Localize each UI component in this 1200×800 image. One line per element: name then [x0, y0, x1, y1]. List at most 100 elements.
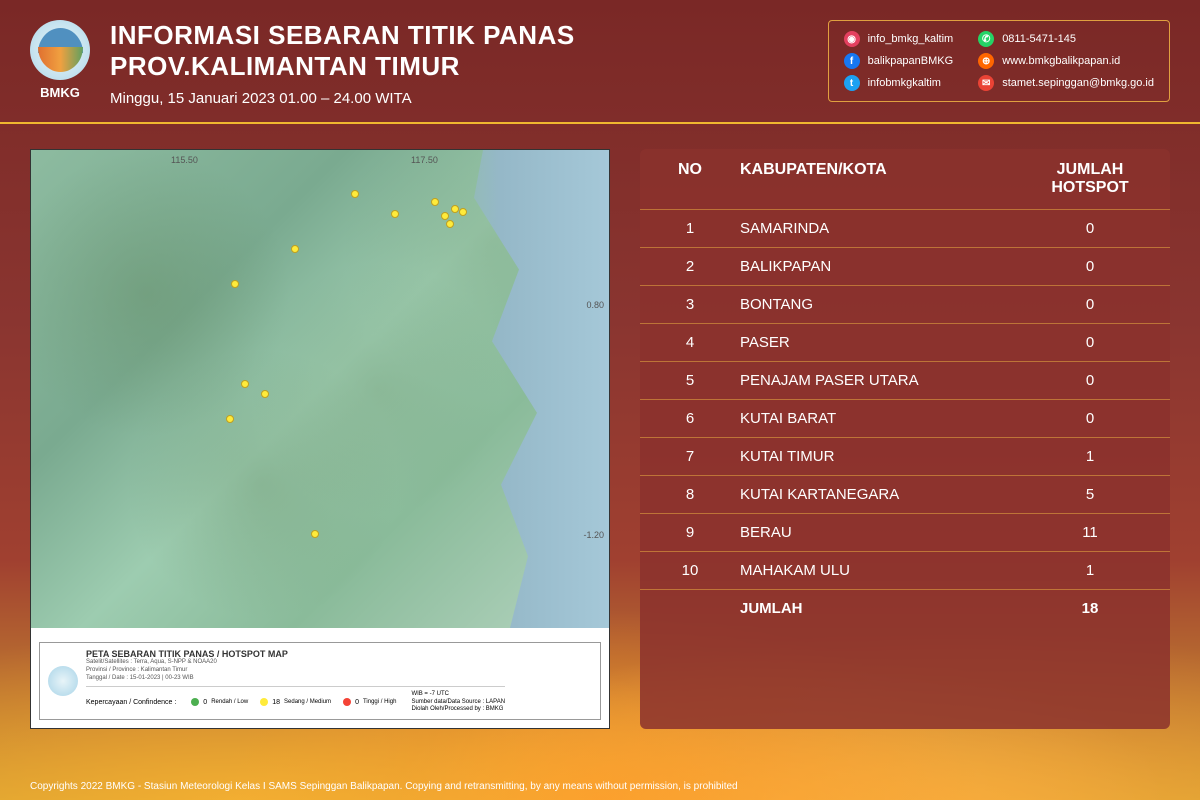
logo-label: BMKG [40, 85, 80, 100]
hotspot-marker [431, 198, 439, 206]
confidence-level: 0Rendah / Low [191, 698, 248, 706]
contact-instagram: ◉info_bmkg_kaltim [844, 31, 954, 47]
hotspot-marker [441, 212, 449, 220]
bmkg-logo-icon [30, 20, 90, 80]
confidence-dot-icon [260, 698, 268, 706]
cell-no: 5 [660, 372, 720, 389]
table-row: 3BONTANG0 [640, 285, 1170, 323]
mail-icon: ✉ [978, 75, 994, 91]
hotspot-map-panel: 115.50 117.50 0.80 -1.20 PETA SEBARAN TI… [30, 149, 610, 729]
cell-name: PASER [720, 334, 1030, 351]
confidence-label: Kepercayaan / Confindence : [86, 699, 176, 706]
cell-count: 0 [1030, 220, 1150, 237]
col-header-name: KABUPATEN/KOTA [720, 161, 1030, 197]
cell-name: BERAU [720, 524, 1030, 541]
cell-no: 2 [660, 258, 720, 275]
cell-name: PENAJAM PASER UTARA [720, 372, 1030, 389]
legend-source: WIB = -7 UTC Sumber data/Data Source : L… [411, 691, 505, 713]
coord-right-1: 0.80 [586, 300, 604, 310]
cell-name: KUTAI TIMUR [720, 448, 1030, 465]
coord-right-2: -1.20 [583, 530, 604, 540]
legend-logo-icon [48, 666, 78, 696]
contact-facebook: fbalikpapanBMKG [844, 53, 954, 69]
hotspot-marker [291, 245, 299, 253]
cell-no: 10 [660, 562, 720, 579]
cell-no: 9 [660, 524, 720, 541]
confidence-dot-icon [343, 698, 351, 706]
cell-name: KUTAI BARAT [720, 410, 1030, 427]
contact-whatsapp: ✆0811-5471-145 [978, 31, 1154, 47]
cell-name: BONTANG [720, 296, 1030, 313]
hotspot-marker [459, 208, 467, 216]
legend-text: PETA SEBARAN TITIK PANAS / HOTSPOT MAP S… [86, 649, 505, 713]
confidence-level: 0Tinggi / High [343, 698, 396, 706]
table-total-row: JUMLAH 18 [640, 589, 1170, 627]
cell-count: 0 [1030, 372, 1150, 389]
coord-top-left: 115.50 [171, 155, 198, 165]
contact-twitter: tinfobmkgkaltim [844, 75, 954, 91]
legend-confidence-row: Kepercayaan / Confindence : 0Rendah / Lo… [86, 686, 505, 713]
cell-no: 8 [660, 486, 720, 503]
table-row: 1SAMARINDA0 [640, 209, 1170, 247]
confidence-level: 18Sedang / Medium [260, 698, 331, 706]
cell-count: 0 [1030, 334, 1150, 351]
cell-count: 0 [1030, 296, 1150, 313]
table-row: 7KUTAI TIMUR1 [640, 437, 1170, 475]
logo-block: BMKG [30, 20, 90, 100]
cell-count: 11 [1030, 524, 1150, 541]
table-header-row: NO KABUPATEN/KOTA JUMLAH HOTSPOT [640, 149, 1170, 209]
legend-province: Provinsi / Province : Kalimantan Timur [86, 667, 505, 675]
hotspot-marker [261, 390, 269, 398]
whatsapp-icon: ✆ [978, 31, 994, 47]
hotspot-marker [311, 530, 319, 538]
legend-satellites: Satelit/Satellites : Terra, Aqua, S-NPP … [86, 659, 505, 667]
facebook-icon: f [844, 53, 860, 69]
hotspot-marker [241, 380, 249, 388]
page-title-line2: PROV.KALIMANTAN TIMUR [110, 51, 808, 82]
table-row: 8KUTAI KARTANEGARA5 [640, 475, 1170, 513]
cell-name: KUTAI KARTANEGARA [720, 486, 1030, 503]
total-label: JUMLAH [720, 600, 1030, 617]
map-legend: PETA SEBARAN TITIK PANAS / HOTSPOT MAP S… [39, 642, 601, 720]
hotspot-marker [446, 220, 454, 228]
hotspot-marker [451, 205, 459, 213]
table-row: 2BALIKPAPAN0 [640, 247, 1170, 285]
col-header-count: JUMLAH HOTSPOT [1030, 161, 1150, 197]
footer-copyright: Copyrights 2022 BMKG - Stasiun Meteorolo… [30, 781, 738, 792]
cell-name: SAMARINDA [720, 220, 1030, 237]
confidence-dot-icon [191, 698, 199, 706]
title-block: INFORMASI SEBARAN TITIK PANAS PROV.KALIM… [110, 20, 808, 107]
cell-name: BALIKPAPAN [720, 258, 1030, 275]
table-row: 9BERAU11 [640, 513, 1170, 551]
cell-no: 4 [660, 334, 720, 351]
hotspot-marker [231, 280, 239, 288]
cell-count: 0 [1030, 258, 1150, 275]
contact-website: ⊕www.bmkgbalikpapan.id [978, 53, 1154, 69]
hotspot-marker [351, 190, 359, 198]
instagram-icon: ◉ [844, 31, 860, 47]
hotspot-table: NO KABUPATEN/KOTA JUMLAH HOTSPOT 1SAMARI… [640, 149, 1170, 729]
cell-no: 7 [660, 448, 720, 465]
contact-email: ✉stamet.sepinggan@bmkg.go.id [978, 75, 1154, 91]
table-row: 5PENAJAM PASER UTARA0 [640, 361, 1170, 399]
header-bar: BMKG INFORMASI SEBARAN TITIK PANAS PROV.… [0, 0, 1200, 124]
table-row: 4PASER0 [640, 323, 1170, 361]
hotspot-marker [391, 210, 399, 218]
twitter-icon: t [844, 75, 860, 91]
legend-title: PETA SEBARAN TITIK PANAS / HOTSPOT MAP [86, 649, 505, 659]
page-title-line1: INFORMASI SEBARAN TITIK PANAS [110, 20, 808, 51]
cell-name: MAHAKAM ULU [720, 562, 1030, 579]
hotspot-marker [226, 415, 234, 423]
table-row: 6KUTAI BARAT0 [640, 399, 1170, 437]
legend-date: Tanggal / Date : 15-01-2023 | 00-23 WIB [86, 675, 505, 683]
coord-top-right: 117.50 [411, 155, 438, 165]
globe-icon: ⊕ [978, 53, 994, 69]
map-area: 115.50 117.50 0.80 -1.20 [31, 150, 609, 628]
content-area: 115.50 117.50 0.80 -1.20 PETA SEBARAN TI… [0, 124, 1200, 754]
cell-count: 1 [1030, 448, 1150, 465]
cell-count: 0 [1030, 410, 1150, 427]
cell-no: 6 [660, 410, 720, 427]
cell-no: 1 [660, 220, 720, 237]
cell-count: 5 [1030, 486, 1150, 503]
page-subtitle: Minggu, 15 Januari 2023 01.00 – 24.00 WI… [110, 90, 808, 107]
